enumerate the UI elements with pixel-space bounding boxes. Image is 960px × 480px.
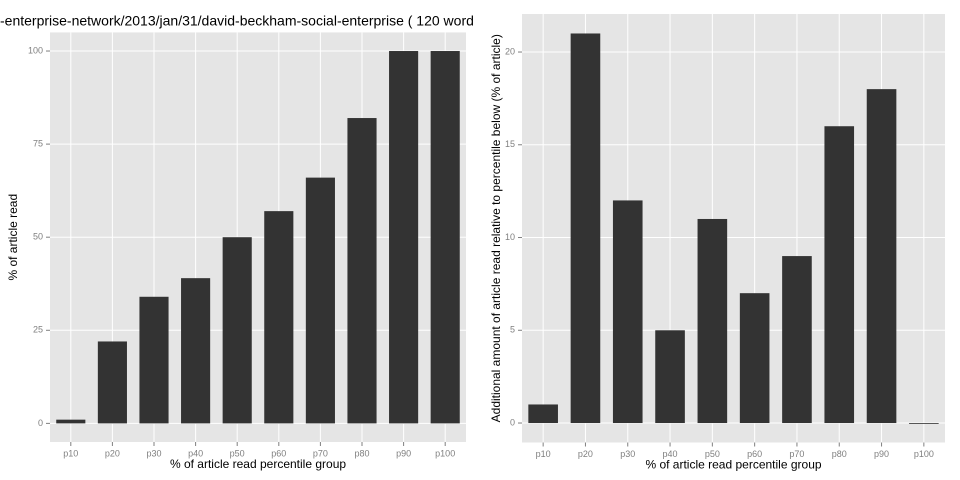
x-tick-label: p50 [705,449,720,459]
bar [430,51,460,424]
x-tick-label: p30 [620,449,635,459]
bar [909,423,939,424]
bar [528,404,558,424]
x-tick-label: p100 [435,448,455,458]
y-tick-label: 20 [505,46,515,56]
bar [655,330,685,424]
y-tick-label: 10 [505,232,515,242]
bar [347,118,377,424]
x-tick-label: p20 [105,448,120,458]
bar [782,256,812,424]
bar [139,296,169,424]
bar [739,293,770,424]
x-tick-label: p50 [230,448,245,458]
y-axis-title: % of article read [6,194,20,281]
x-tick-label: p70 [313,448,328,458]
y-tick-label: 0 [38,418,43,428]
x-tick-label: p70 [789,449,804,459]
bar [824,126,855,424]
x-tick-label: p80 [354,448,369,458]
x-tick-label: p90 [396,448,411,458]
x-tick-label: p60 [271,448,286,458]
bar [866,89,897,424]
x-tick-label: p20 [578,449,593,459]
x-axis-title: % of article read percentile group [645,458,821,472]
x-tick-label: p30 [146,448,161,458]
y-tick-label: 15 [505,139,515,149]
x-tick-label: p10 [536,449,551,459]
chart-title: -enterprise-network/2013/jan/31/david-be… [0,13,474,29]
x-tick-label: p40 [188,448,203,458]
y-tick-label: 50 [33,232,43,242]
bar [56,419,86,424]
bar [697,218,728,424]
x-tick-label: p10 [63,448,78,458]
y-tick-label: 75 [33,138,43,148]
y-tick-label: 100 [28,45,43,55]
y-tick-label: 25 [33,325,43,335]
y-tick-label: 5 [510,325,515,335]
bar [181,278,211,424]
bar [570,33,601,424]
x-tick-label: p100 [914,449,934,459]
bar [612,200,643,424]
x-tick-label: p40 [663,449,678,459]
x-tick-label: p60 [747,449,762,459]
bar [222,237,252,424]
panel: 0 5 10 15 20 p10 p20 p30 p40 p50 p60 p70 p80 p90 p100%… [489,14,945,472]
bar [389,51,419,424]
bar [264,211,294,424]
panel: 0 25 50 75 100 p10 p20 p30 p40 p50 p60 p70 p80 p90 p10… [0,13,474,471]
y-axis-title: Additional amount of article read relati… [489,34,503,422]
x-tick-label: p90 [874,449,889,459]
bar [97,341,127,424]
bar [305,177,335,424]
y-tick-label: 0 [510,417,515,427]
x-axis-title: % of article read percentile group [170,457,346,471]
x-tick-label: p80 [832,449,847,459]
